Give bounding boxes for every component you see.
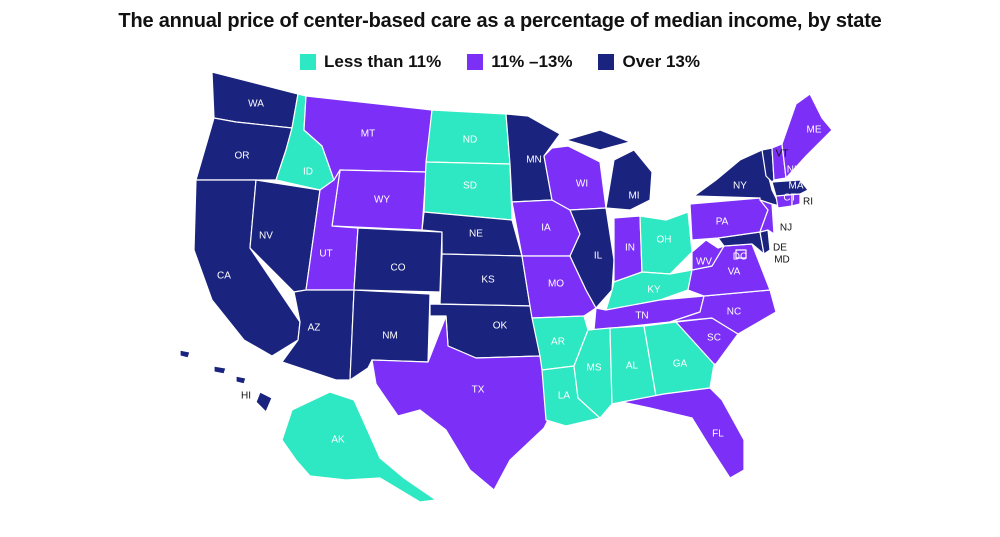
state-label-mi: MI <box>628 191 639 202</box>
state-ak <box>281 391 437 503</box>
state-nc <box>669 289 777 335</box>
state-label-sd: SD <box>463 181 477 192</box>
state-co <box>353 227 443 293</box>
state-label-al: AL <box>626 361 639 372</box>
state-label-mn: MN <box>526 155 542 166</box>
state-vt <box>761 147 775 183</box>
state-label-nd: ND <box>463 135 477 146</box>
state-label-tx: TX <box>472 385 485 396</box>
state-label-ne: NE <box>469 229 483 240</box>
state-label-ma: MA <box>789 181 804 192</box>
state-label-mo: MO <box>548 279 564 290</box>
state-label-pa: PA <box>716 217 729 228</box>
state-label-ak: AK <box>331 435 345 446</box>
state-label-ut: UT <box>319 249 332 260</box>
state-label-ct: CT <box>783 193 796 204</box>
state-fl <box>621 387 745 479</box>
state-label-nh: NH <box>787 165 801 176</box>
state-hi <box>179 349 273 413</box>
state-label-ok: OK <box>493 321 508 332</box>
state-label-co: CO <box>391 263 406 274</box>
state-label-vt: VT <box>776 149 789 160</box>
legend-label-mid: 11% –13% <box>491 52 573 71</box>
legend-swatch-low <box>300 54 317 70</box>
legend-label-high: Over 13% <box>622 52 700 71</box>
state-label-id: ID <box>303 167 313 178</box>
state-label-ks: KS <box>481 275 495 286</box>
state-label-wy: WY <box>374 195 390 206</box>
state-dc <box>735 249 747 259</box>
legend-item-low: Less than 11% <box>300 52 441 72</box>
state-label-fl: FL <box>712 429 724 440</box>
state-label-nj: NJ <box>780 223 792 234</box>
map-title: The annual price of center-based care as… <box>118 10 882 32</box>
state-label-oh: OH <box>657 235 672 246</box>
state-label-sc: SC <box>707 333 721 344</box>
state-label-ga: GA <box>673 359 688 370</box>
state-ma <box>771 179 809 197</box>
state-label-va: VA <box>728 267 741 278</box>
state-label-nc: NC <box>727 307 741 318</box>
state-me <box>781 93 833 179</box>
state-tx <box>371 315 553 491</box>
state-label-md: MD <box>774 255 790 266</box>
state-label-ia: IA <box>541 223 551 234</box>
legend: Less than 11% 11% –13% Over 13% <box>0 52 1000 72</box>
state-label-tn: TN <box>635 311 648 322</box>
state-label-ri: RI <box>803 197 813 208</box>
state-label-az: AZ <box>308 323 321 334</box>
state-label-ar: AR <box>551 337 565 348</box>
state-label-ms: MS <box>587 363 602 374</box>
legend-item-high: Over 13% <box>598 52 700 72</box>
state-label-de: DE <box>773 243 787 254</box>
state-label-ky: KY <box>647 285 661 296</box>
state-label-hi: HI <box>241 391 251 402</box>
legend-label-low: Less than 11% <box>324 52 442 71</box>
state-label-wa: WA <box>248 99 264 110</box>
legend-swatch-mid <box>467 54 484 70</box>
state-label-in: IN <box>625 243 635 254</box>
state-label-la: LA <box>558 391 571 402</box>
state-label-nm: NM <box>382 331 398 342</box>
state-label-dc: DC <box>733 252 747 263</box>
state-label-nv: NV <box>259 231 273 242</box>
legend-swatch-high <box>598 54 615 70</box>
state-mi <box>565 129 653 211</box>
state-label-ny: NY <box>733 181 747 192</box>
state-label-me: ME <box>807 125 822 136</box>
state-label-il: IL <box>594 251 603 262</box>
state-label-or: OR <box>235 151 250 162</box>
state-label-wi: WI <box>576 179 588 190</box>
state-label-ca: CA <box>217 271 231 282</box>
legend-item-mid: 11% –13% <box>467 52 572 72</box>
state-label-mt: MT <box>361 129 375 140</box>
state-label-wv: WV <box>696 257 712 268</box>
state-or <box>195 117 293 181</box>
